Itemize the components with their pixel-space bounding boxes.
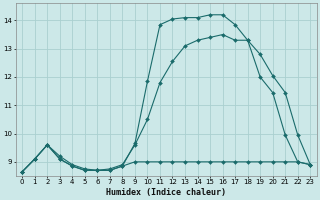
X-axis label: Humidex (Indice chaleur): Humidex (Indice chaleur) bbox=[106, 188, 226, 197]
